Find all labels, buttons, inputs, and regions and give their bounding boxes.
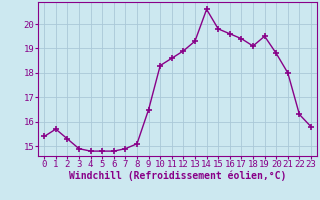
- X-axis label: Windchill (Refroidissement éolien,°C): Windchill (Refroidissement éolien,°C): [69, 171, 286, 181]
